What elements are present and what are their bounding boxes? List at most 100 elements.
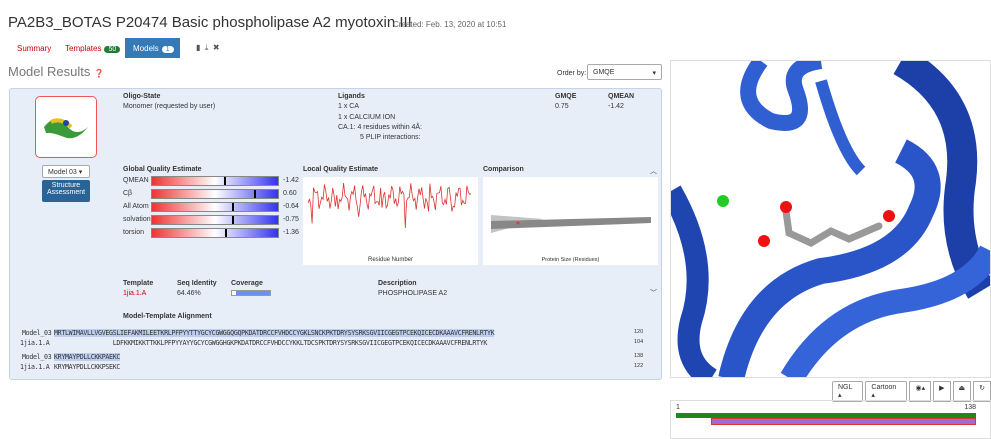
seq-identity-value: 64.46%	[177, 290, 201, 297]
row-name: 1jia.1.A	[20, 339, 49, 347]
comparison-title: Comparison	[483, 166, 524, 173]
ligand-item: CA.1: 4 residues within 4Å:	[338, 124, 422, 131]
structure-viewer[interactable]	[670, 60, 991, 378]
metric-bar	[151, 176, 279, 186]
created-date: Created: Feb. 13, 2020 at 10:51	[393, 20, 506, 29]
metric-bar	[151, 215, 279, 225]
row-sequence: LDFKKMIKKTTKKLPFPYYAYYGCYCGWGGHGKPKDATDR…	[54, 339, 487, 347]
comparison-scatter	[483, 177, 658, 255]
style-button[interactable]: Cartoon ▴	[865, 381, 907, 402]
x-axis-label: Residue Number	[303, 257, 478, 263]
metric-marker	[224, 177, 226, 185]
metric-marker	[225, 229, 227, 237]
row-sequence: KRYMAYPDLLCKKPAEKC	[54, 353, 120, 361]
metric-bar	[151, 189, 279, 199]
collapse-icon[interactable]: ︿	[650, 166, 657, 176]
model-name: Model 03	[48, 169, 77, 176]
thumbnail-image	[36, 97, 96, 157]
metric-bar	[151, 228, 279, 238]
viewer-toolbar: NGL ▴ Cartoon ▴ ◉▴ ▶ ⏏ ↻	[832, 381, 991, 402]
global-quality-title: Global Quality Estimate	[123, 166, 202, 173]
qmean-value: -1.42	[608, 103, 624, 110]
camera-button[interactable]: ◉▴	[909, 381, 931, 402]
badge: 1	[162, 46, 174, 53]
ligand-item: 1 x CA	[338, 103, 359, 110]
row-end: 138	[634, 353, 643, 359]
section-title-text: Model Results	[8, 64, 90, 79]
section-title: Model Results ❓	[8, 64, 104, 79]
track-start: 1	[676, 404, 680, 411]
local-quality-line	[303, 177, 478, 255]
row-name: Model_03	[22, 329, 51, 337]
model-select[interactable]: Model 03 ▾	[42, 165, 90, 178]
row-name: Model_03	[22, 353, 51, 361]
x-axis-label: Protein Size (Residues)	[483, 257, 658, 263]
oligo-label: Oligo-State	[123, 93, 160, 100]
page-title: PA2B3_BOTAS P20474 Basic phospholipase A…	[8, 14, 412, 31]
template-value[interactable]: 1jia.1.A	[123, 290, 146, 297]
metric-value: -1.36	[283, 229, 299, 236]
metric-value: -0.64	[283, 203, 299, 210]
metric-name: QMEAN	[123, 177, 149, 184]
row-end: 120	[634, 329, 643, 335]
metric-value: 0.60	[283, 190, 297, 197]
metric-name: Cβ	[123, 190, 132, 197]
button-label: Cartoon	[871, 384, 896, 391]
page: PA2B3_BOTAS P20474 Basic phospholipase A…	[0, 0, 991, 439]
metric-value: -1.42	[283, 177, 299, 184]
metric-bar	[151, 202, 279, 212]
tab-label: Templates	[65, 44, 101, 53]
metric-name: solvation	[123, 216, 151, 223]
coverage-label: Coverage	[231, 280, 263, 287]
reset-button[interactable]: ↻	[973, 381, 991, 402]
description-label: Description	[378, 280, 417, 287]
local-quality-plot: Residue Number	[303, 177, 478, 265]
ligand-item: 1 x CALCIUM ION	[338, 114, 395, 121]
row-sequence: MRTLWIMAVLLVGVEGSLIEFAKMILEETKRLPFPYYTTY…	[54, 329, 494, 337]
expand-icon[interactable]: ﹀	[650, 288, 657, 298]
template-track	[711, 418, 976, 425]
tab-summary[interactable]: Summary	[17, 44, 51, 53]
metric-name: All Atom	[123, 203, 149, 210]
gmqe-label: GMQE	[555, 93, 576, 100]
eject-button[interactable]: ⏏	[953, 381, 972, 402]
qmean-label: QMEAN	[608, 93, 634, 100]
model-panel: Model 03 ▾ Structure Assessment Oligo-St…	[9, 88, 662, 380]
sequence-track: 1 138	[670, 400, 991, 439]
row-end: 104	[634, 339, 643, 345]
gmqe-value: 0.75	[555, 103, 569, 110]
tab-label: Models	[133, 44, 159, 53]
ligand-item: 5 PLIP interactions:	[360, 134, 421, 141]
ngl-button[interactable]: NGL ▴	[832, 381, 863, 402]
order-value: GMQE	[593, 69, 614, 76]
coverage-fill	[236, 291, 270, 295]
assessment-button[interactable]: Structure Assessment	[42, 180, 90, 202]
order-label: Order by:	[557, 70, 586, 77]
model-thumbnail[interactable]	[35, 96, 97, 158]
oligo-value: Monomer (requested by user)	[123, 103, 215, 110]
button-label: NGL	[838, 384, 852, 391]
description-value: PHOSPHOLIPASE A2	[378, 290, 447, 297]
global-quality-table: QMEAN -1.42 Cβ 0.60 All Atom -0.64 solvation -0…	[123, 177, 303, 242]
structure-render	[671, 61, 991, 378]
metric-marker	[232, 203, 234, 211]
toolbar-icons[interactable]: ▮ ⤓ ✖	[196, 43, 220, 53]
row-sequence: KRYMAYPDLLCKKPSEKC	[54, 363, 120, 371]
local-quality-title: Local Quality Estimate	[303, 166, 378, 173]
metric-value: -0.75	[283, 216, 299, 223]
ligands-label: Ligands	[338, 93, 365, 100]
template-label: Template	[123, 280, 153, 287]
coverage-bar	[231, 290, 271, 296]
order-select[interactable]: GMQE▾	[587, 64, 662, 80]
seq-identity-label: Seq Identity	[177, 280, 217, 287]
track-end: 138	[964, 404, 976, 411]
alignment-title: Model-Template Alignment	[123, 313, 212, 320]
metric-name: torsion	[123, 229, 144, 236]
badge: 50	[104, 46, 120, 53]
play-button[interactable]: ▶	[933, 381, 950, 402]
row-end: 122	[634, 363, 643, 369]
comparison-plot: Protein Size (Residues)	[483, 177, 658, 265]
